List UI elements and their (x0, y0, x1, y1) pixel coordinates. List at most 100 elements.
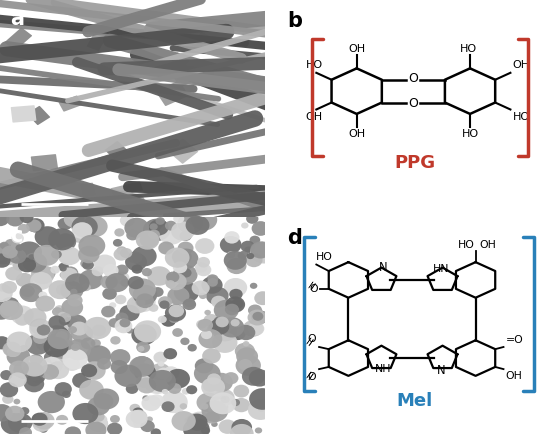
Circle shape (11, 242, 20, 250)
Circle shape (92, 412, 105, 422)
Circle shape (172, 328, 183, 337)
FancyBboxPatch shape (80, 183, 96, 197)
Text: O: O (307, 334, 316, 344)
Circle shape (210, 392, 236, 414)
Circle shape (34, 245, 59, 266)
Circle shape (79, 270, 103, 289)
Circle shape (199, 329, 222, 349)
Circle shape (212, 332, 237, 353)
Circle shape (165, 304, 186, 322)
Circle shape (22, 362, 44, 381)
FancyBboxPatch shape (59, 95, 82, 112)
Circle shape (20, 289, 33, 299)
Circle shape (239, 251, 248, 258)
Circle shape (207, 323, 221, 335)
Circle shape (161, 401, 175, 412)
Circle shape (248, 322, 264, 335)
Circle shape (58, 247, 81, 265)
Circle shape (2, 395, 13, 404)
Circle shape (248, 305, 262, 316)
Circle shape (35, 226, 60, 247)
Circle shape (0, 284, 7, 292)
FancyBboxPatch shape (31, 154, 58, 171)
Circle shape (0, 300, 23, 320)
FancyBboxPatch shape (11, 105, 36, 123)
Circle shape (129, 356, 154, 377)
Circle shape (62, 349, 88, 369)
Circle shape (186, 413, 206, 430)
Circle shape (140, 420, 155, 432)
Circle shape (126, 328, 133, 334)
Circle shape (214, 300, 239, 320)
Circle shape (205, 411, 220, 424)
Circle shape (224, 251, 247, 270)
Circle shape (101, 306, 116, 317)
Circle shape (92, 325, 106, 336)
Circle shape (211, 400, 228, 414)
Circle shape (87, 397, 110, 415)
Circle shape (30, 319, 49, 335)
Circle shape (249, 388, 276, 410)
Circle shape (195, 262, 207, 273)
Circle shape (223, 372, 238, 384)
Circle shape (82, 260, 94, 270)
Circle shape (250, 283, 257, 289)
Circle shape (35, 325, 50, 337)
Circle shape (72, 403, 98, 424)
Circle shape (196, 320, 207, 329)
Circle shape (129, 278, 156, 301)
Circle shape (246, 329, 252, 335)
Circle shape (81, 283, 91, 291)
Circle shape (48, 280, 71, 299)
Circle shape (227, 258, 247, 274)
Circle shape (6, 212, 24, 227)
Circle shape (56, 331, 68, 341)
Circle shape (80, 259, 91, 268)
Circle shape (138, 346, 144, 352)
Circle shape (150, 428, 161, 434)
Circle shape (211, 296, 226, 308)
Circle shape (229, 289, 243, 300)
Circle shape (55, 382, 72, 396)
Circle shape (133, 417, 146, 428)
Circle shape (36, 338, 52, 351)
Circle shape (246, 253, 263, 267)
Circle shape (124, 218, 149, 238)
FancyBboxPatch shape (105, 141, 127, 159)
Circle shape (182, 388, 190, 395)
Circle shape (56, 415, 68, 425)
Circle shape (241, 223, 248, 229)
Circle shape (71, 344, 80, 351)
Circle shape (235, 343, 255, 359)
Circle shape (202, 349, 221, 364)
Circle shape (207, 278, 218, 287)
Circle shape (16, 241, 42, 263)
Circle shape (187, 344, 197, 352)
Circle shape (56, 284, 70, 296)
Circle shape (186, 215, 210, 235)
Circle shape (146, 417, 153, 422)
Circle shape (143, 219, 170, 241)
Circle shape (161, 389, 168, 395)
Circle shape (132, 246, 156, 266)
Circle shape (8, 413, 33, 433)
Text: PPG: PPG (394, 154, 435, 172)
Circle shape (7, 332, 32, 352)
Circle shape (78, 246, 100, 263)
Circle shape (116, 265, 128, 275)
Circle shape (201, 378, 225, 397)
Circle shape (32, 413, 48, 426)
Circle shape (195, 358, 213, 373)
Circle shape (127, 296, 148, 313)
Circle shape (233, 398, 250, 412)
Circle shape (158, 241, 174, 255)
Circle shape (60, 313, 71, 322)
Circle shape (8, 372, 27, 387)
Text: OH: OH (513, 60, 530, 70)
Circle shape (0, 404, 13, 421)
Circle shape (155, 217, 165, 225)
Circle shape (231, 319, 239, 326)
Circle shape (0, 243, 16, 264)
Circle shape (79, 235, 105, 257)
Text: =O: =O (506, 335, 524, 345)
